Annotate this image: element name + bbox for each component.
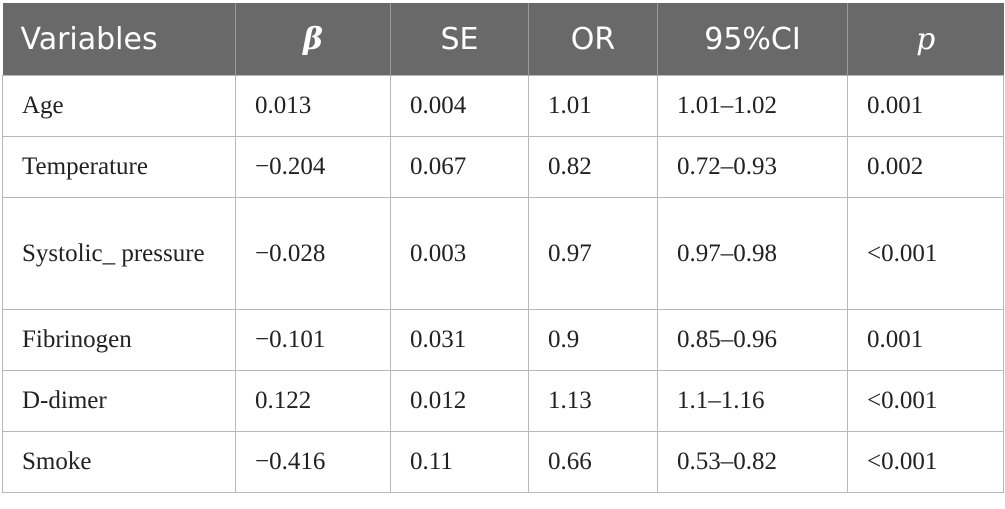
cell-ci: 0.72–0.93 — [657, 136, 848, 198]
regression-table: Variables β SE OR 95%CI p Age 0.013 0.00… — [2, 3, 1004, 493]
cell-variable: Systolic_ pressure — [2, 197, 236, 310]
cell-ci: 0.85–0.96 — [657, 309, 848, 371]
cell-p: <0.001 — [847, 370, 1004, 432]
table-row: D-dimer 0.122 0.012 1.13 1.1–1.16 <0.001 — [2, 370, 1004, 432]
table-row: Systolic_ pressure −0.028 0.003 0.97 0.9… — [2, 197, 1004, 310]
cell-ci: 1.1–1.16 — [657, 370, 848, 432]
table-row: Temperature −0.204 0.067 0.82 0.72–0.93 … — [2, 136, 1004, 198]
cell-beta: 0.122 — [235, 370, 391, 432]
cell-se: 0.067 — [390, 136, 529, 198]
cell-p: <0.001 — [847, 431, 1004, 493]
cell-or: 1.01 — [528, 75, 658, 137]
cell-variable: Age — [2, 75, 236, 137]
cell-ci: 1.01–1.02 — [657, 75, 848, 137]
cell-variable: Smoke — [2, 431, 236, 493]
cell-se: 0.003 — [390, 197, 529, 310]
cell-variable: Temperature — [2, 136, 236, 198]
cell-or: 0.97 — [528, 197, 658, 310]
cell-beta: −0.101 — [235, 309, 391, 371]
header-variables: Variables — [2, 3, 236, 76]
cell-p: 0.001 — [847, 75, 1004, 137]
table-row: Fibrinogen −0.101 0.031 0.9 0.85–0.96 0.… — [2, 309, 1004, 371]
cell-p: 0.001 — [847, 309, 1004, 371]
cell-beta: −0.416 — [235, 431, 391, 493]
cell-se: 0.031 — [390, 309, 529, 371]
cell-beta: −0.204 — [235, 136, 391, 198]
header-ci: 95%CI — [657, 3, 848, 76]
table-row: Smoke −0.416 0.11 0.66 0.53–0.82 <0.001 — [2, 431, 1004, 493]
regression-table-container: Variables β SE OR 95%CI p Age 0.013 0.00… — [2, 3, 1004, 493]
cell-p: 0.002 — [847, 136, 1004, 198]
cell-se: 0.012 — [390, 370, 529, 432]
cell-or: 0.9 — [528, 309, 658, 371]
cell-beta: −0.028 — [235, 197, 391, 310]
cell-ci: 0.53–0.82 — [657, 431, 848, 493]
header-p: p — [847, 3, 1004, 76]
cell-p: <0.001 — [847, 197, 1004, 310]
cell-beta: 0.013 — [235, 75, 391, 137]
cell-or: 1.13 — [528, 370, 658, 432]
table-header-row: Variables β SE OR 95%CI p — [2, 3, 1004, 76]
cell-or: 0.66 — [528, 431, 658, 493]
cell-variable: D-dimer — [2, 370, 236, 432]
header-se: SE — [390, 3, 529, 76]
header-beta: β — [235, 3, 391, 76]
table-row: Age 0.013 0.004 1.01 1.01–1.02 0.001 — [2, 75, 1004, 137]
cell-or: 0.82 — [528, 136, 658, 198]
cell-se: 0.11 — [390, 431, 529, 493]
cell-variable: Fibrinogen — [2, 309, 236, 371]
cell-ci: 0.97–0.98 — [657, 197, 848, 310]
header-or: OR — [528, 3, 658, 76]
cell-se: 0.004 — [390, 75, 529, 137]
